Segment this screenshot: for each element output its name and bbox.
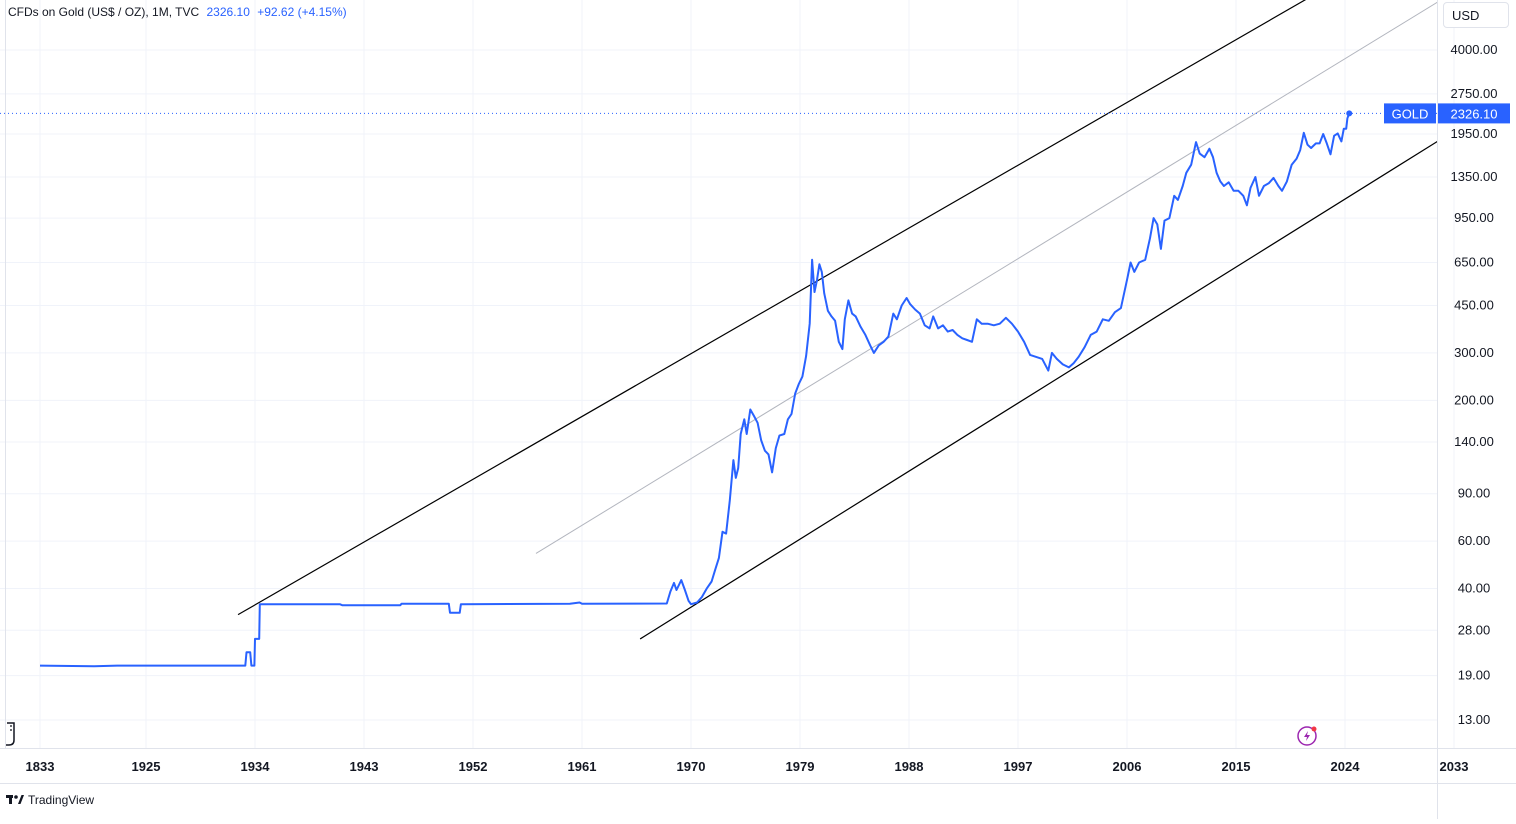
x-tick-label: 2015 xyxy=(1222,759,1251,774)
x-tick-label: 1970 xyxy=(677,759,706,774)
tradingview-logo-icon xyxy=(6,793,24,807)
lightning-icon[interactable] xyxy=(1297,726,1317,746)
x-tick-label: 1988 xyxy=(895,759,924,774)
y-tick-label: 60.00 xyxy=(1458,533,1491,548)
y-tick-label: 1950.00 xyxy=(1451,126,1498,141)
x-tick-label: 1925 xyxy=(132,759,161,774)
channel-middle-line[interactable] xyxy=(535,0,1449,554)
x-tick-label: 2033 xyxy=(1440,759,1469,774)
lightning-icon-bolt xyxy=(1304,731,1310,741)
grid xyxy=(0,0,1455,748)
x-tick-label: 2006 xyxy=(1113,759,1142,774)
y-tick-label: 950.00 xyxy=(1454,210,1494,225)
channel-lines[interactable] xyxy=(237,0,1454,640)
currency-button[interactable]: USD xyxy=(1443,2,1509,28)
price-label: 2326.10 xyxy=(1451,106,1498,121)
price-series[interactable] xyxy=(0,110,1437,668)
tradingview-branding[interactable]: TradingView xyxy=(6,793,94,807)
y-tick-label: 650.00 xyxy=(1454,255,1494,270)
y-tick-label: 19.00 xyxy=(1458,668,1491,683)
x-tick-label: 1952 xyxy=(459,759,488,774)
symbol-label: GOLD xyxy=(1392,106,1429,121)
drawing-tool-icon[interactable] xyxy=(4,720,18,748)
y-tick-label: 1350.00 xyxy=(1451,169,1498,184)
notification-dot xyxy=(1311,726,1317,732)
symbol-label-bg xyxy=(1384,103,1436,124)
y-tick-label: 4000.00 xyxy=(1451,42,1498,57)
legend-price: 2326.10 xyxy=(206,5,250,19)
y-tick-label: 200.00 xyxy=(1454,392,1494,407)
x-tick-label: 1979 xyxy=(786,759,815,774)
x-tick-label: 1934 xyxy=(241,759,271,774)
last-price-dot xyxy=(1346,110,1353,117)
y-tick-label: 13.00 xyxy=(1458,712,1491,727)
chart-legend: CFDs on Gold (US$ / OZ), 1M, TVC 2326.10… xyxy=(8,5,347,19)
y-tick-label: 300.00 xyxy=(1454,345,1494,360)
channel-upper-line[interactable] xyxy=(237,0,1313,616)
legend-symbol: CFDs on Gold (US$ / OZ), 1M, TVC xyxy=(8,5,200,19)
x-tick-label: 1997 xyxy=(1004,759,1033,774)
y-tick-label: 28.00 xyxy=(1458,622,1491,637)
channel-lower-line[interactable] xyxy=(639,131,1454,640)
legend-change: +92.62 (+4.15%) xyxy=(257,5,347,19)
x-tick-label: 1833 xyxy=(26,759,55,774)
gold-price-line[interactable] xyxy=(39,113,1351,668)
y-tick-label: 40.00 xyxy=(1458,581,1491,596)
price-label-bg xyxy=(1438,103,1510,124)
x-tick-label: 1943 xyxy=(350,759,379,774)
y-tick-label: 90.00 xyxy=(1458,486,1491,501)
y-tick-label: 140.00 xyxy=(1454,434,1494,449)
y-tick-label: 450.00 xyxy=(1454,298,1494,313)
y-tick-label: 2750.00 xyxy=(1451,86,1498,101)
x-tick-label: 1961 xyxy=(568,759,597,774)
x-tick-label: 2024 xyxy=(1331,759,1361,774)
branding-text: TradingView xyxy=(28,793,95,807)
